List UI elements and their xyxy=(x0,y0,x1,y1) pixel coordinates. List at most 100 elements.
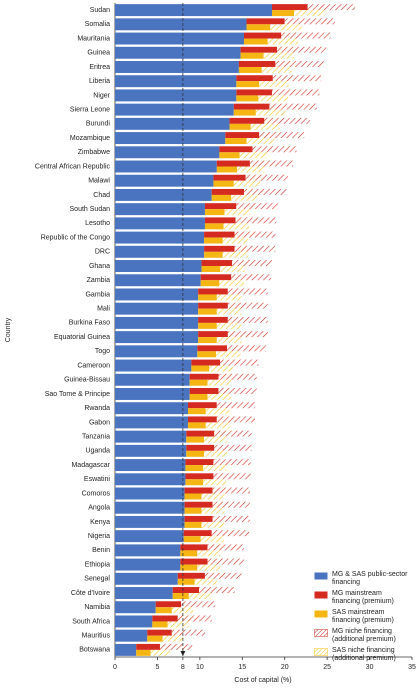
bar-segment xyxy=(184,501,213,508)
y-tick-label: Burundi xyxy=(86,121,111,128)
y-tick-label: Namibia xyxy=(84,604,110,611)
legend-item: MG mainstream financing (premium) xyxy=(314,590,410,606)
legend-item: SAS mainstream financing (premium) xyxy=(314,609,410,625)
bar-segment xyxy=(220,359,259,366)
bar-segment xyxy=(115,46,241,59)
bar-segment xyxy=(216,416,256,423)
bar-segment xyxy=(222,237,249,244)
bar-segment xyxy=(155,601,182,608)
bar-segment xyxy=(214,444,252,451)
x-tick-label: 20 xyxy=(281,664,289,671)
y-tick-label: Rwanda xyxy=(84,405,110,412)
legend-item: MG & SAS public-sector financing xyxy=(314,571,410,587)
bar-segment xyxy=(177,578,195,585)
bar-segment xyxy=(186,444,215,451)
bar-segment xyxy=(115,160,217,173)
bar-segment xyxy=(185,459,214,466)
bar-segment xyxy=(177,572,205,579)
y-tick-label: Uganda xyxy=(85,448,110,455)
bar-segment xyxy=(211,188,244,195)
bar-segment xyxy=(216,402,256,409)
bar-segment xyxy=(271,10,295,17)
legend-swatch xyxy=(314,572,328,580)
bar-segment xyxy=(184,521,202,528)
bar-segment xyxy=(200,280,220,287)
bar-segment xyxy=(115,32,244,45)
bar-segment xyxy=(229,117,265,124)
bar-segment xyxy=(189,373,219,380)
bar-segment xyxy=(115,89,237,102)
bar-segment xyxy=(216,337,242,344)
bar-segment xyxy=(183,536,201,543)
bar-segment xyxy=(177,615,212,622)
bar-segment xyxy=(201,493,225,500)
bar-segment xyxy=(219,280,244,287)
bar-segment xyxy=(233,103,270,110)
bar-segment xyxy=(209,365,233,372)
bar-segment xyxy=(259,81,289,88)
bar-segment xyxy=(115,430,187,443)
bar-segment xyxy=(115,188,212,201)
y-axis-label: Country xyxy=(5,317,12,342)
bar-segment xyxy=(198,322,217,329)
bar-segment xyxy=(246,24,271,31)
bar-segment xyxy=(115,203,205,216)
bar-segment xyxy=(187,402,217,409)
bar-segment xyxy=(261,66,292,73)
bar-segment xyxy=(212,501,250,508)
y-tick-label: Ghana xyxy=(89,263,110,270)
bar-segment xyxy=(162,635,183,642)
y-tick-label: DRC xyxy=(95,249,110,256)
legend-label: SAS niche financing (additional premium) xyxy=(332,647,396,662)
y-tick-label: Nigeria xyxy=(88,533,110,540)
bar-segment xyxy=(204,203,237,210)
bar-segment xyxy=(197,351,216,358)
bar-segment xyxy=(240,52,264,59)
y-tick-label: Zambia xyxy=(87,277,110,284)
bar-segment xyxy=(271,4,308,11)
bar-segment xyxy=(204,436,228,443)
bar-segment xyxy=(236,89,272,96)
bar-segment xyxy=(181,601,216,608)
y-tick-label: Guinea xyxy=(87,50,110,57)
bar-segment xyxy=(204,450,228,457)
y-tick-label: South Sudan xyxy=(70,206,111,213)
bar-segment xyxy=(224,209,250,216)
bar-segment xyxy=(115,544,181,557)
bar-segment xyxy=(115,530,184,543)
bar-segment xyxy=(185,479,204,486)
bar-segment xyxy=(234,245,276,252)
y-tick-label: Mauritania xyxy=(77,35,110,42)
bar-segment xyxy=(232,260,272,267)
x-tick-label: 25 xyxy=(323,664,331,671)
bar-segment xyxy=(184,515,213,522)
bar-segment xyxy=(216,308,242,315)
bar-segment xyxy=(213,180,234,187)
y-tick-label: Gambia xyxy=(85,291,110,298)
y-tick-label: Somalia xyxy=(85,21,110,28)
bar-segment xyxy=(198,337,217,344)
bar-segment xyxy=(184,487,213,494)
bar-segment xyxy=(229,123,251,130)
bar-segment xyxy=(187,422,206,429)
bar-segment xyxy=(185,473,214,480)
bar-segment xyxy=(204,217,236,224)
bar-segment xyxy=(213,473,251,480)
bar-segment xyxy=(240,46,278,53)
bar-segment xyxy=(171,607,194,614)
bar-segment xyxy=(115,217,205,230)
bar-segment xyxy=(152,621,168,628)
bar-segment xyxy=(263,52,295,59)
bar-segment xyxy=(180,564,198,571)
legend: MG & SAS public-sector financing MG mains… xyxy=(314,571,410,666)
bar-segment xyxy=(115,174,214,187)
bar-segment xyxy=(236,75,273,82)
x-tick-label: 8 xyxy=(181,664,185,671)
reference-arrow xyxy=(180,651,186,656)
bar-segment xyxy=(115,416,188,429)
bar-segment xyxy=(213,459,251,466)
bar-segment xyxy=(198,316,228,323)
bar-segment xyxy=(267,38,299,45)
y-tick-label: Lesotho xyxy=(85,220,110,227)
